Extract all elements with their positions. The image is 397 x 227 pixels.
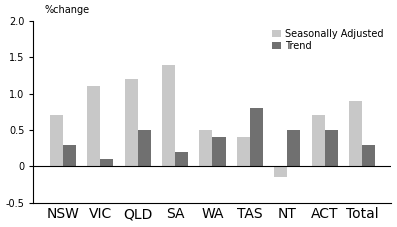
Bar [199, 130, 212, 166]
Bar [312, 116, 325, 166]
Bar [250, 108, 263, 166]
Bar [100, 159, 113, 166]
Bar [175, 152, 188, 166]
Bar [274, 166, 287, 177]
Text: %change: %change [44, 5, 89, 15]
Bar [362, 145, 375, 166]
Bar [325, 130, 338, 166]
Bar [125, 79, 138, 166]
Bar [63, 145, 76, 166]
Bar [287, 130, 301, 166]
Bar [162, 65, 175, 166]
Bar [138, 130, 151, 166]
Bar [87, 86, 100, 166]
Bar [349, 101, 362, 166]
Bar [50, 116, 63, 166]
Bar [212, 137, 225, 166]
Bar [237, 137, 250, 166]
Legend: Seasonally Adjusted, Trend: Seasonally Adjusted, Trend [269, 26, 387, 54]
